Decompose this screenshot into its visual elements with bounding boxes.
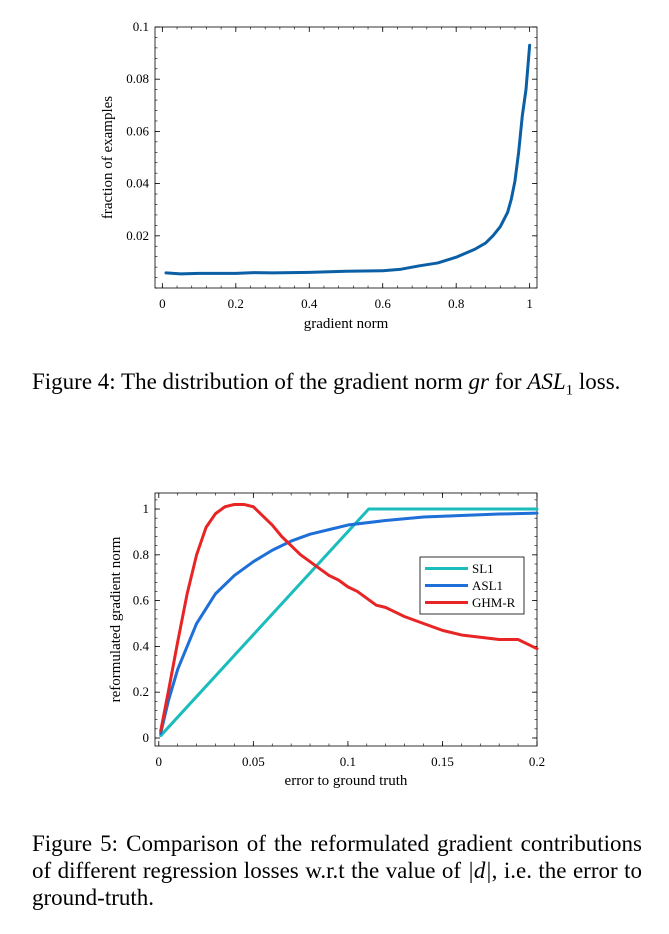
legend-label-ghm-r: GHM-R [472, 595, 516, 610]
x-tick-label: 0.4 [301, 296, 318, 311]
y-tick-label: 0.1 [133, 19, 149, 34]
figure-4-chart: 0 0.2 0.4 0.6 0.8 1 0.02 0.04 0.06 0.08 0.1 gradien… [100, 19, 538, 332]
y-tick-label: 0.8 [133, 547, 149, 562]
series-line-0 [164, 43, 532, 276]
y-tick-label: 0.4 [133, 638, 150, 653]
y-tick-label: 0.2 [133, 684, 149, 699]
y-axis-label: reformulated gradient norm [108, 536, 124, 702]
y-axis-label: fraction of examples [100, 96, 116, 219]
x-axis-label: error to ground truth [285, 773, 408, 789]
x-tick-label: 1 [526, 296, 533, 311]
x-tick-label: 0.1 [340, 754, 356, 769]
series-line-asl1 [159, 511, 539, 735]
caption-var-d: |d| [467, 858, 492, 883]
series-line-sl1 [159, 507, 539, 738]
figure-4-caption: Figure 4: The distribution of the gradie… [32, 369, 621, 399]
caption-loss-sub: 1 [565, 382, 574, 399]
x-tick-label: 0.2 [529, 754, 545, 769]
y-tick-label: 0.08 [126, 71, 149, 86]
legend-label-sl1: SL1 [472, 561, 494, 576]
x-tick-label: 0.6 [375, 296, 392, 311]
plot-frame [154, 26, 538, 289]
series-line-ghm-r [159, 502, 539, 733]
figure-5-caption: Figure 5: Comparison of the reformulated… [32, 831, 642, 910]
x-tick-label: 0.2 [228, 296, 244, 311]
y-tick-label: 0.02 [126, 228, 149, 243]
x-tick-label: 0.05 [242, 754, 265, 769]
y-tick-label: 0.6 [133, 593, 150, 608]
plot-frame [154, 492, 538, 747]
y-tick-label: 0.04 [126, 176, 149, 191]
x-tick-label: 0 [156, 754, 163, 769]
y-tick-label: 0 [143, 730, 150, 745]
x-tick-label: 0 [159, 296, 166, 311]
caption-var-gr: gr [468, 369, 489, 394]
x-tick-label: 0.8 [448, 296, 464, 311]
x-tick-label: 0.15 [431, 754, 454, 769]
figure-5-chart: 0 0.05 0.1 0.15 0.2 0 0.2 0.4 0.6 0.8 1 error to gr… [108, 492, 545, 789]
y-tick-label: 0.06 [126, 123, 149, 138]
y-tick-label: 1 [143, 501, 150, 516]
caption-loss-name: ASL [527, 369, 566, 394]
x-axis-label: gradient norm [304, 316, 389, 332]
legend-label-asl1: ASL1 [472, 578, 503, 593]
